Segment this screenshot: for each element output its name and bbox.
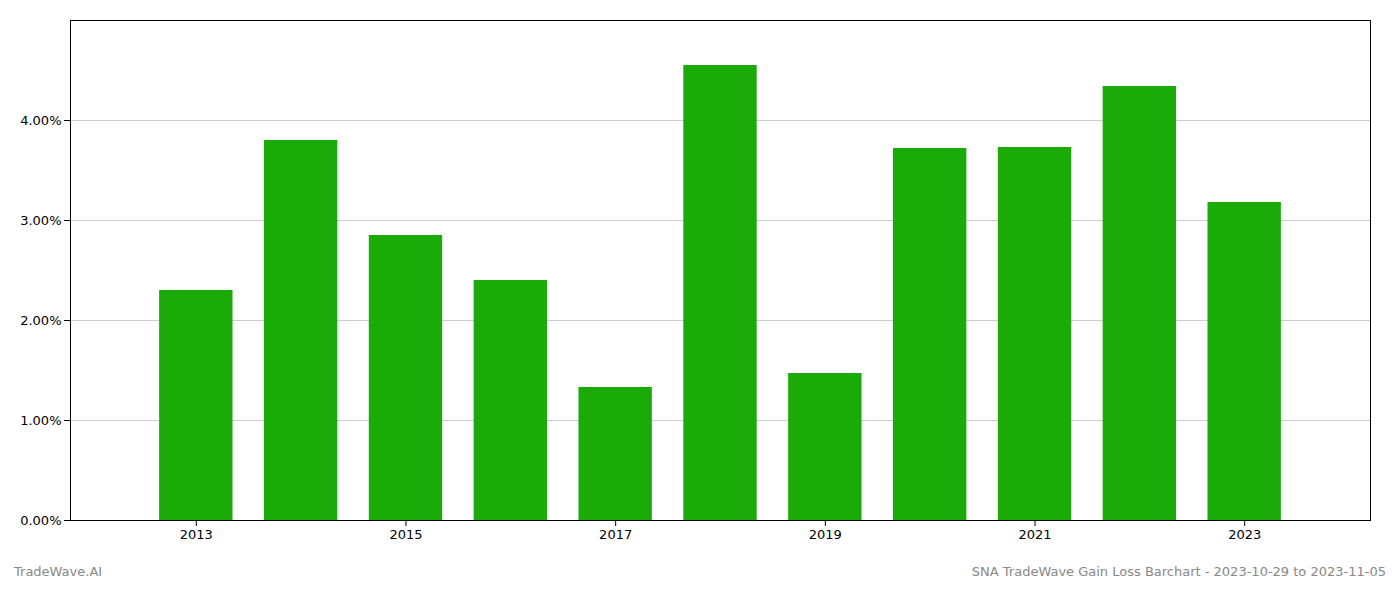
- svg-text:1.00%: 1.00%: [20, 413, 61, 428]
- svg-text:2015: 2015: [389, 527, 422, 542]
- svg-text:2017: 2017: [599, 527, 632, 542]
- svg-text:2021: 2021: [1018, 527, 1051, 542]
- svg-text:3.00%: 3.00%: [20, 213, 61, 228]
- svg-text:0.00%: 0.00%: [20, 513, 61, 528]
- svg-text:2.00%: 2.00%: [20, 313, 61, 328]
- svg-text:4.00%: 4.00%: [20, 113, 61, 128]
- svg-text:2013: 2013: [180, 527, 213, 542]
- html-text:TradeWave.AI: TradeWave.AI: [14, 564, 103, 579]
- svg-text:2023: 2023: [1228, 527, 1261, 542]
- svg-text:2019: 2019: [809, 527, 842, 542]
- html-text:SNA TradeWave Gain Loss Barcha: SNA TradeWave Gain Loss Barchart - 2023-…: [971, 564, 1386, 579]
